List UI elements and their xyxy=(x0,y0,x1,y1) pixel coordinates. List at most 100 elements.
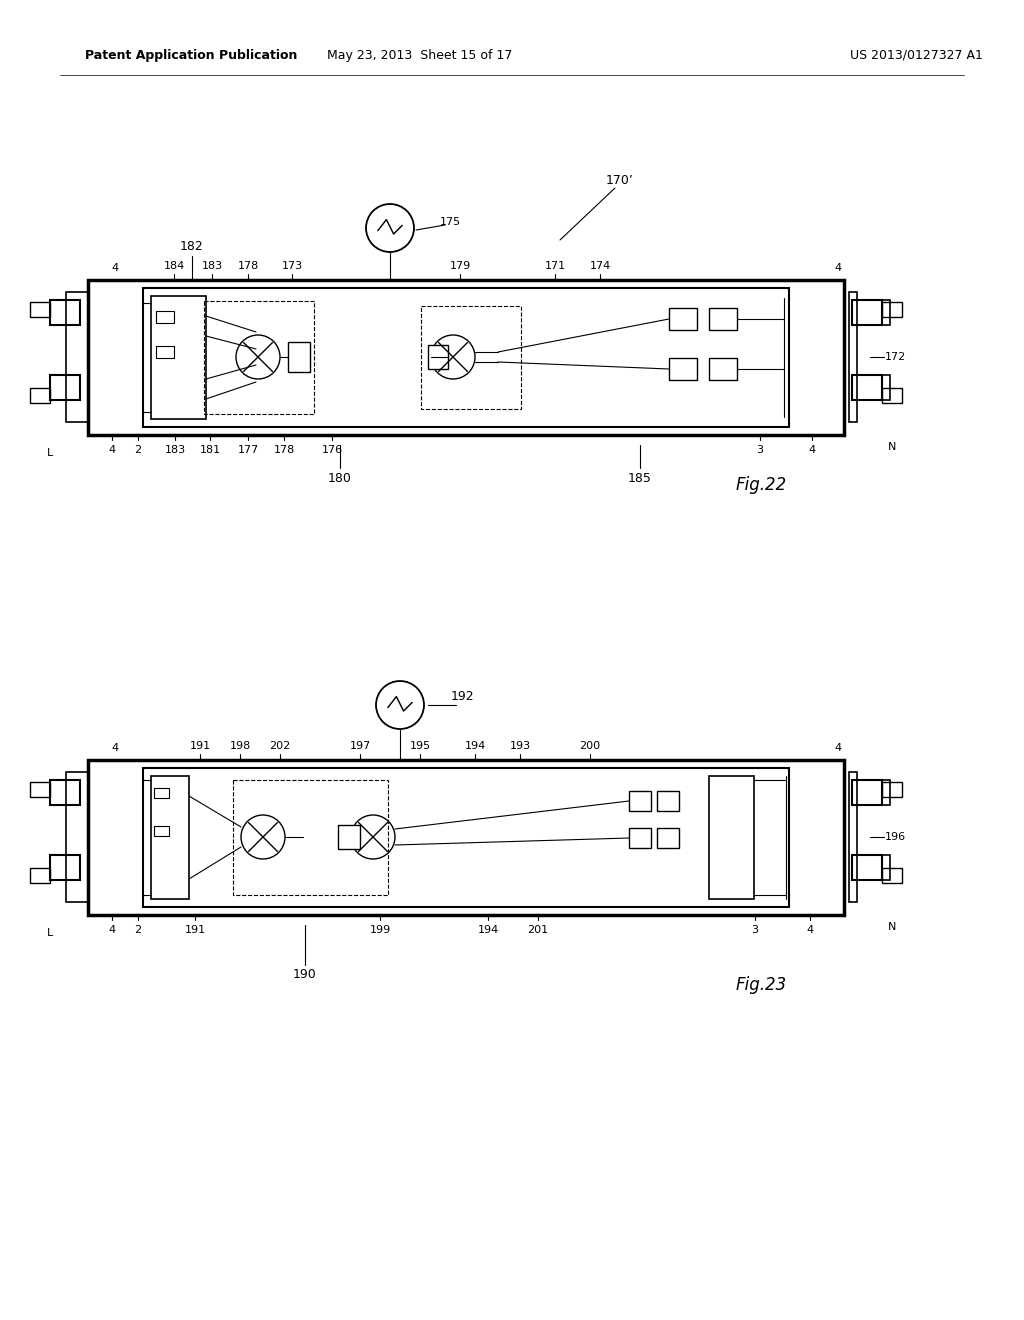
Bar xyxy=(143,288,790,426)
Bar xyxy=(66,772,88,902)
Bar xyxy=(709,358,737,380)
Bar xyxy=(338,825,360,849)
Text: 174: 174 xyxy=(590,261,610,271)
Text: US 2013/0127327 A1: US 2013/0127327 A1 xyxy=(850,49,983,62)
Bar xyxy=(151,296,206,418)
Text: 4: 4 xyxy=(109,925,116,935)
Text: 171: 171 xyxy=(545,261,565,271)
Text: 184: 184 xyxy=(164,261,184,271)
Bar xyxy=(657,791,679,810)
Bar xyxy=(428,345,449,370)
Circle shape xyxy=(241,814,285,859)
Text: N: N xyxy=(888,442,896,451)
Text: 194: 194 xyxy=(477,925,499,935)
Bar xyxy=(421,306,521,409)
Bar xyxy=(156,346,174,358)
Text: 172: 172 xyxy=(885,352,906,362)
Bar xyxy=(30,869,50,883)
Text: 179: 179 xyxy=(450,261,471,271)
Bar xyxy=(849,292,857,422)
Circle shape xyxy=(236,335,280,379)
Bar xyxy=(156,312,174,323)
Text: 4: 4 xyxy=(807,925,813,935)
Text: 202: 202 xyxy=(269,741,291,751)
Bar xyxy=(88,280,844,436)
Bar xyxy=(154,826,169,836)
Bar xyxy=(882,300,890,325)
Text: L: L xyxy=(47,928,53,939)
Bar xyxy=(852,780,882,805)
Circle shape xyxy=(351,814,395,859)
Text: 178: 178 xyxy=(238,261,259,271)
Bar xyxy=(154,788,169,799)
Bar xyxy=(882,780,890,805)
Bar xyxy=(204,301,314,414)
Text: 197: 197 xyxy=(349,741,371,751)
Bar xyxy=(709,776,754,899)
Bar xyxy=(669,308,697,330)
Bar xyxy=(882,388,902,403)
Text: 177: 177 xyxy=(238,445,259,455)
Text: 175: 175 xyxy=(439,216,461,227)
Text: 193: 193 xyxy=(509,741,530,751)
Text: 4: 4 xyxy=(835,263,842,273)
Bar xyxy=(151,776,189,899)
Text: 183: 183 xyxy=(165,445,185,455)
Text: Fig.22: Fig.22 xyxy=(736,477,787,494)
Text: 194: 194 xyxy=(464,741,485,751)
Text: 4: 4 xyxy=(109,445,116,455)
Text: 178: 178 xyxy=(273,445,295,455)
Text: 2: 2 xyxy=(134,925,141,935)
Text: 4: 4 xyxy=(112,263,119,273)
Bar xyxy=(66,292,88,422)
Text: 183: 183 xyxy=(202,261,222,271)
Text: 191: 191 xyxy=(189,741,211,751)
Bar xyxy=(852,375,882,400)
Text: L: L xyxy=(47,447,53,458)
Bar xyxy=(852,855,882,880)
Bar xyxy=(50,855,80,880)
Text: 192: 192 xyxy=(451,690,474,704)
Bar xyxy=(88,760,844,915)
Bar xyxy=(849,772,857,902)
Bar xyxy=(50,375,80,400)
Bar xyxy=(882,375,890,400)
Circle shape xyxy=(431,335,475,379)
Bar xyxy=(882,781,902,797)
Bar xyxy=(30,388,50,403)
Text: May 23, 2013  Sheet 15 of 17: May 23, 2013 Sheet 15 of 17 xyxy=(328,49,513,62)
Bar xyxy=(629,791,651,810)
Text: 4: 4 xyxy=(835,743,842,752)
Text: 176: 176 xyxy=(322,445,343,455)
Text: 182: 182 xyxy=(180,240,204,253)
Bar xyxy=(882,302,902,317)
Text: Fig.23: Fig.23 xyxy=(736,975,787,994)
Bar xyxy=(657,828,679,847)
Bar xyxy=(288,342,310,372)
Bar xyxy=(852,300,882,325)
Bar xyxy=(709,308,737,330)
Text: 170’: 170’ xyxy=(606,173,634,186)
Circle shape xyxy=(376,681,424,729)
Text: 191: 191 xyxy=(184,925,206,935)
Bar xyxy=(629,828,651,847)
Bar xyxy=(30,302,50,317)
Text: N: N xyxy=(888,921,896,932)
Text: 196: 196 xyxy=(885,832,906,842)
Text: 173: 173 xyxy=(282,261,302,271)
Text: 195: 195 xyxy=(410,741,430,751)
Text: 185: 185 xyxy=(628,471,652,484)
Circle shape xyxy=(366,205,414,252)
Bar xyxy=(882,855,890,880)
Bar xyxy=(143,768,790,907)
Text: Patent Application Publication: Patent Application Publication xyxy=(85,49,297,62)
Text: 3: 3 xyxy=(757,445,764,455)
Text: 199: 199 xyxy=(370,925,390,935)
Bar xyxy=(50,300,80,325)
Bar xyxy=(50,780,80,805)
Text: 190: 190 xyxy=(293,969,316,982)
Text: 4: 4 xyxy=(112,743,119,752)
Text: 200: 200 xyxy=(580,741,600,751)
Bar xyxy=(669,358,697,380)
Text: 2: 2 xyxy=(134,445,141,455)
